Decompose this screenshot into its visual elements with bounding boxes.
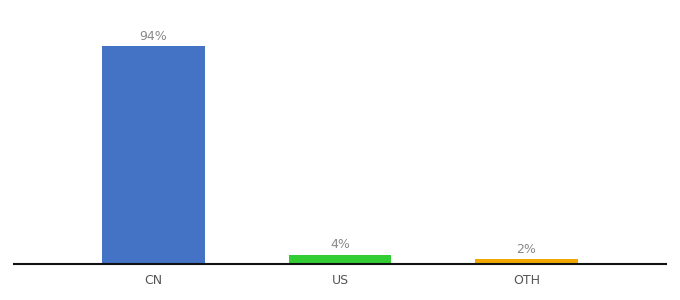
Bar	[289, 255, 391, 264]
Bar	[475, 260, 578, 264]
Bar	[102, 46, 205, 264]
Text: 94%: 94%	[139, 30, 167, 43]
Text: 2%: 2%	[517, 243, 537, 256]
Text: 4%: 4%	[330, 238, 350, 251]
